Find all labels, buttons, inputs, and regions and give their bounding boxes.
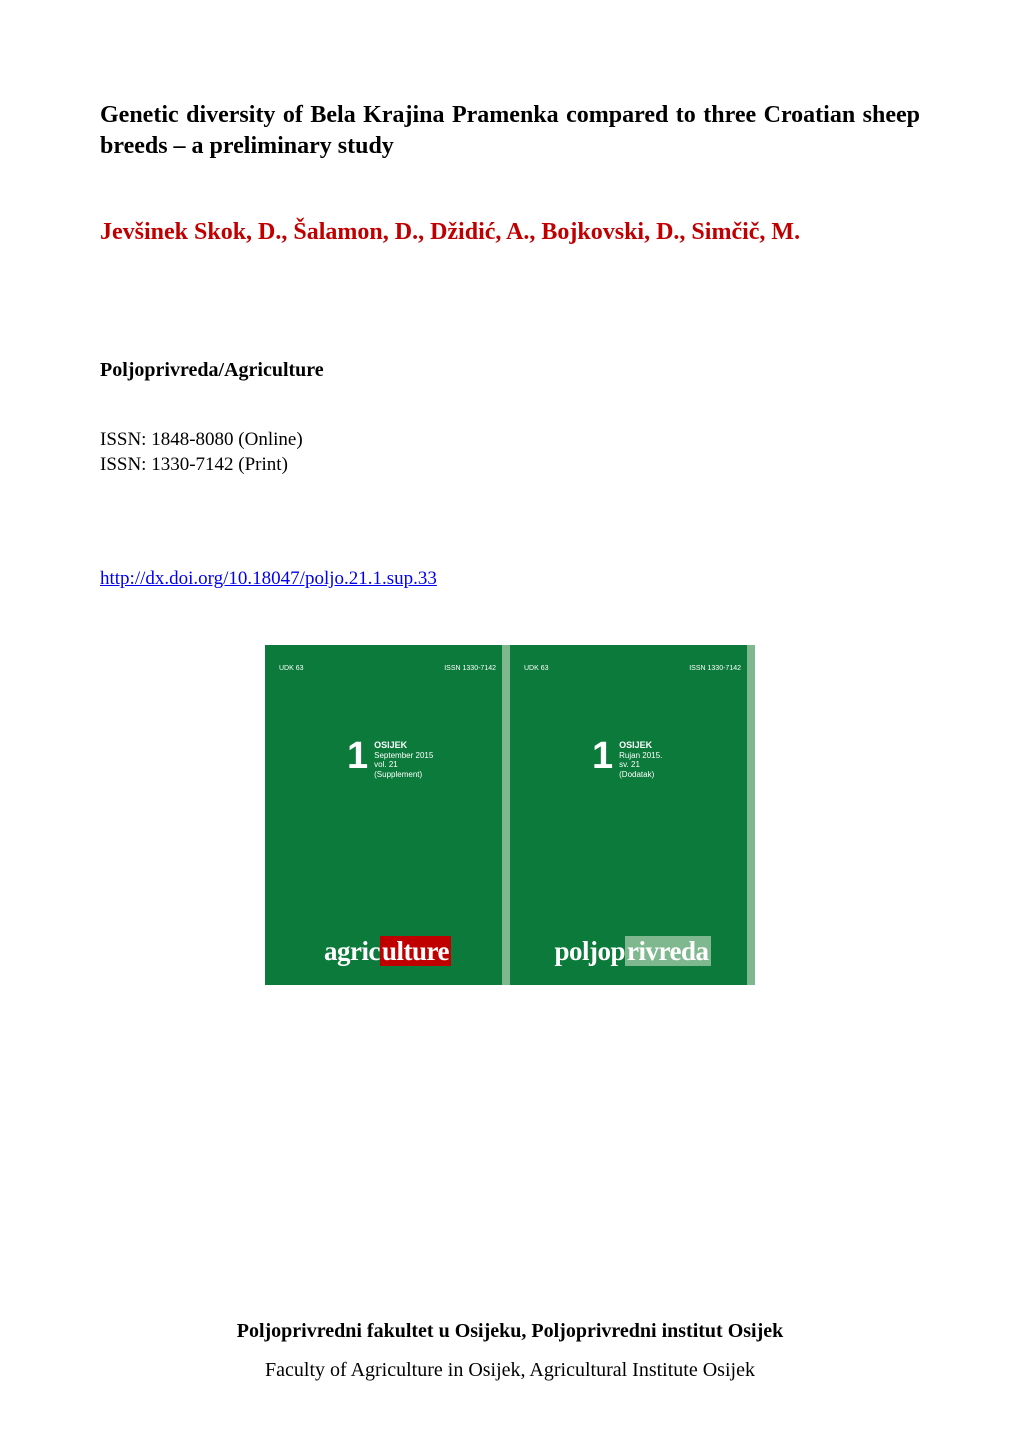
cover-spine: [747, 645, 755, 985]
cover-word-accent: ulture: [380, 936, 451, 966]
cover-supplement: (Supplement): [374, 770, 433, 780]
cover-title-word: poljoprivreda: [510, 936, 755, 967]
cover-udk: UDK 63: [279, 665, 304, 672]
cover-issn: ISSN 1330-7142: [689, 665, 741, 672]
cover-supplement: (Dodatak): [619, 770, 662, 780]
cover-issue-number: 1: [592, 740, 613, 772]
cover-location: OSIJEK: [619, 740, 662, 751]
cover-date: Rujan 2015.: [619, 751, 662, 761]
cover-issue-number: 1: [347, 740, 368, 772]
footer: Poljoprivredni fakultet u Osijeku, Poljo…: [100, 1320, 920, 1382]
cover-volume: sv. 21: [619, 760, 662, 770]
cover-udk: UDK 63: [524, 665, 549, 672]
cover-word-part1: agric: [324, 936, 380, 966]
issn-online: ISSN: 1848-8080 (Online): [100, 427, 920, 453]
cover-volume: vol. 21: [374, 760, 433, 770]
cover-word-accent: rivreda: [625, 936, 710, 966]
cover-date: September 2015: [374, 751, 433, 761]
authors: Jevšinek Skok, D., Šalamon, D., Džidić, …: [100, 217, 920, 248]
journal-covers: UDK 63 ISSN 1330-7142 1 OSIJEK September…: [100, 645, 920, 985]
paper-title: Genetic diversity of Bela Krajina Pramen…: [100, 100, 920, 162]
cover-spine: [502, 645, 510, 985]
cover-left: UDK 63 ISSN 1330-7142 1 OSIJEK September…: [265, 645, 510, 985]
cover-issn: ISSN 1330-7142: [444, 665, 496, 672]
cover-right: UDK 63 ISSN 1330-7142 1 OSIJEK Rujan 201…: [510, 645, 755, 985]
cover-location: OSIJEK: [374, 740, 433, 751]
cover-title-word: agriculture: [265, 936, 510, 967]
doi-link[interactable]: http://dx.doi.org/10.18047/poljo.21.1.su…: [100, 568, 437, 590]
issn-block: ISSN: 1848-8080 (Online) ISSN: 1330-7142…: [100, 427, 920, 478]
issn-print: ISSN: 1330-7142 (Print): [100, 452, 920, 478]
footer-institution-hr: Poljoprivredni fakultet u Osijeku, Poljo…: [100, 1320, 920, 1343]
footer-institution-en: Faculty of Agriculture in Osijek, Agricu…: [100, 1359, 920, 1382]
cover-word-part1: poljop: [554, 936, 625, 966]
journal-name: Poljoprivreda/Agriculture: [100, 359, 920, 382]
